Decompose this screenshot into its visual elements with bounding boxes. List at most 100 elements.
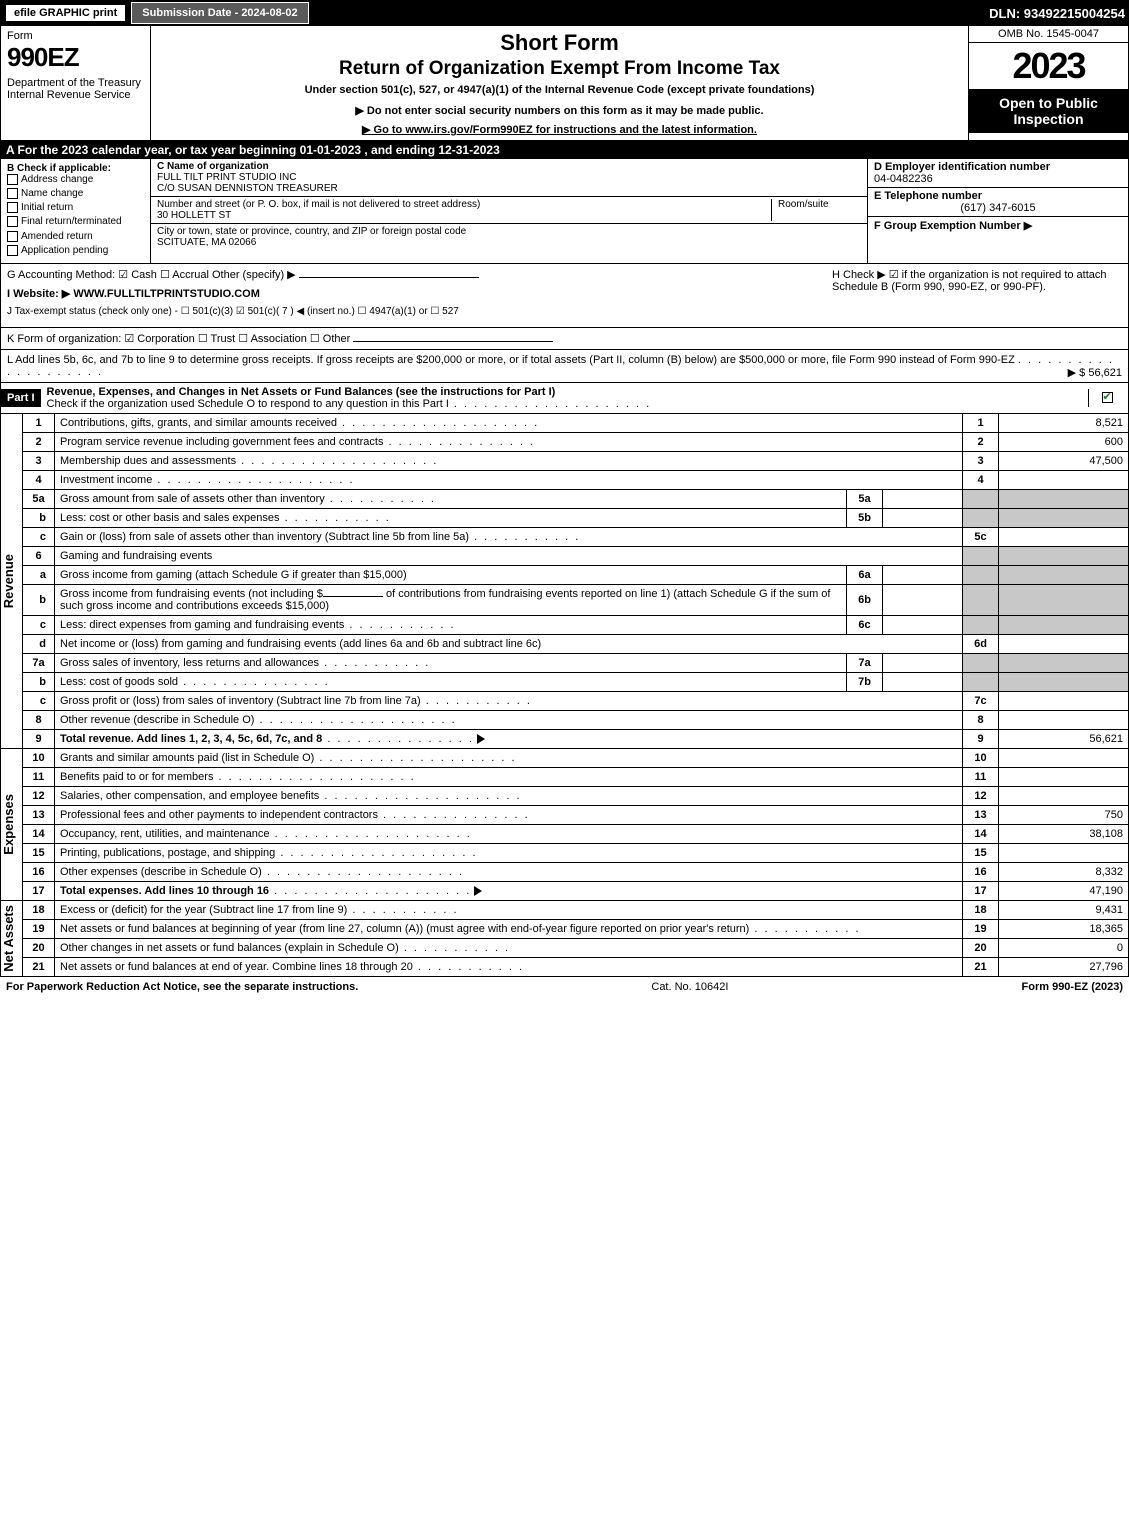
form-header: Form 990EZ Department of the Treasury In… (0, 26, 1129, 141)
ln18-val: 9,431 (999, 900, 1129, 919)
street-lbl: Number and street (or P. O. box, if mail… (157, 199, 480, 210)
chk-name-change[interactable]: Name change (7, 188, 144, 199)
short-form-title: Short Form (159, 30, 960, 56)
org-name: FULL TILT PRINT STUDIO INC (157, 172, 296, 183)
box-def: D Employer identification number 04-0482… (868, 159, 1128, 263)
ln14-desc: Occupancy, rent, utilities, and maintena… (60, 828, 270, 840)
form-word: Form (7, 30, 144, 42)
ln8-desc: Other revenue (describe in Schedule O) (60, 714, 254, 726)
ln3-val: 47,500 (999, 451, 1129, 470)
ln9-desc: Total revenue. Add lines 1, 2, 3, 4, 5c,… (60, 733, 322, 745)
topbar: efile GRAPHIC print Submission Date - 20… (0, 0, 1129, 26)
box-i: I Website: ▶ WWW.FULLTILTPRINTSTUDIO.COM (7, 287, 822, 300)
ln1-rnum: 1 (963, 414, 999, 433)
street: 30 HOLLETT ST (157, 210, 231, 221)
revenue-label: Revenue (1, 554, 16, 608)
chk-amended-return[interactable]: Amended return (7, 231, 144, 242)
chk-final-return[interactable]: Final return/terminated (7, 216, 144, 227)
dept: Department of the Treasury Internal Reve… (7, 77, 144, 101)
box-b-title: B Check if applicable: (7, 163, 144, 174)
box-j: J Tax-exempt status (check only one) - ☐… (7, 306, 822, 317)
ln6a-desc: Gross income from gaming (attach Schedul… (60, 569, 407, 581)
ln6c-desc: Less: direct expenses from gaming and fu… (60, 619, 344, 631)
part1-label: Part I (1, 389, 41, 407)
lines-table: Revenue 1 Contributions, gifts, grants, … (0, 414, 1129, 977)
ln6d-desc: Net income or (loss) from gaming and fun… (60, 638, 541, 650)
chk-address-change[interactable]: Address change (7, 174, 144, 185)
chk-initial-return[interactable]: Initial return (7, 202, 144, 213)
netassets-label: Net Assets (1, 905, 16, 972)
ln12-desc: Salaries, other compensation, and employ… (60, 790, 319, 802)
ln5a-desc: Gross amount from sale of assets other t… (60, 493, 325, 505)
ln16-desc: Other expenses (describe in Schedule O) (60, 866, 262, 878)
bcde-block: B Check if applicable: Address change Na… (0, 159, 1129, 264)
box-f-lbl: F Group Exemption Number ▶ (874, 220, 1032, 232)
header-center: Short Form Return of Organization Exempt… (151, 26, 968, 140)
ln7b-desc: Less: cost of goods sold (60, 676, 178, 688)
box-l-amount: ▶ $ 56,621 (1068, 366, 1122, 379)
ln21-val: 27,796 (999, 957, 1129, 976)
ln17-desc: Total expenses. Add lines 10 through 16 (60, 885, 269, 897)
ln6-desc: Gaming and fundraising events (55, 546, 963, 565)
ln7a-desc: Gross sales of inventory, less returns a… (60, 657, 319, 669)
ln16-val: 8,332 (999, 862, 1129, 881)
ln2-num: 2 (23, 432, 55, 451)
part1-sub: Check if the organization used Schedule … (47, 398, 449, 410)
box-c-name-lbl: C Name of organization (157, 161, 269, 172)
city-lbl: City or town, state or province, country… (157, 226, 466, 237)
arrow-icon (474, 886, 482, 896)
header-left: Form 990EZ Department of the Treasury In… (1, 26, 151, 140)
ln5c-val (999, 527, 1129, 546)
arrow-icon (477, 734, 485, 744)
city: SCITUATE, MA 02066 (157, 237, 256, 248)
omb-number: OMB No. 1545-0047 (969, 26, 1128, 43)
dln: DLN: 93492215004254 (989, 6, 1125, 21)
ln3-desc: Membership dues and assessments (60, 455, 236, 467)
ln1-desc: Contributions, gifts, grants, and simila… (60, 417, 337, 429)
room-lbl: Room/suite (778, 199, 829, 210)
chk-application-pending[interactable]: Application pending (7, 245, 144, 256)
box-c: C Name of organization FULL TILT PRINT S… (151, 159, 868, 263)
return-title: Return of Organization Exempt From Incom… (159, 58, 960, 80)
ln11-desc: Benefits paid to or for members (60, 771, 213, 783)
ln2-desc: Program service revenue including govern… (60, 436, 383, 448)
ln19-val: 18,365 (999, 919, 1129, 938)
footer-cat: Cat. No. 10642I (358, 981, 1021, 993)
no-ssn-note: ▶ Do not enter social security numbers o… (159, 104, 960, 117)
ln5c-desc: Gain or (loss) from sale of assets other… (60, 531, 469, 543)
ln4-val (999, 470, 1129, 489)
ln9-val: 56,621 (999, 729, 1129, 748)
box-b: B Check if applicable: Address change Na… (1, 159, 151, 263)
ln2-val: 600 (999, 432, 1129, 451)
part1-check[interactable] (1088, 389, 1128, 407)
ln5b-desc: Less: cost or other basis and sales expe… (60, 512, 280, 524)
footer-right: Form 990-EZ (2023) (1022, 981, 1123, 993)
ln19-desc: Net assets or fund balances at beginning… (60, 923, 749, 935)
ln1-num: 1 (23, 414, 55, 433)
box-e-lbl: E Telephone number (874, 190, 982, 202)
ln5a-box: 5a (847, 489, 883, 508)
ln20-val: 0 (999, 938, 1129, 957)
line-a: A For the 2023 calendar year, or tax yea… (0, 141, 1129, 159)
ln13-desc: Professional fees and other payments to … (60, 809, 378, 821)
expenses-label: Expenses (1, 794, 16, 855)
footer: For Paperwork Reduction Act Notice, see … (0, 977, 1129, 997)
box-h: H Check ▶ ☑ if the organization is not r… (822, 268, 1122, 323)
ghij-block: G Accounting Method: ☑ Cash ☐ Accrual Ot… (0, 264, 1129, 328)
telephone: (617) 347-6015 (874, 202, 1122, 214)
header-right: OMB No. 1545-0047 2023 Open to Public In… (968, 26, 1128, 140)
ln7c-desc: Gross profit or (loss) from sales of inv… (60, 695, 421, 707)
goto-link[interactable]: ▶ Go to www.irs.gov/Form990EZ for instru… (159, 123, 960, 136)
form-number: 990EZ (7, 42, 144, 73)
ein: 04-0482236 (874, 173, 933, 185)
part1-header: Part I Revenue, Expenses, and Changes in… (0, 383, 1129, 414)
ln13-val: 750 (999, 805, 1129, 824)
box-g: G Accounting Method: ☑ Cash ☐ Accrual Ot… (7, 268, 822, 281)
ln5b-boxval (883, 508, 963, 527)
box-k: K Form of organization: ☑ Corporation ☐ … (0, 328, 1129, 350)
tax-year: 2023 (969, 43, 1128, 89)
efile-print-button[interactable]: efile GRAPHIC print (4, 3, 127, 23)
ln1-val: 8,521 (999, 414, 1129, 433)
box-l: L Add lines 5b, 6c, and 7b to line 9 to … (0, 350, 1129, 383)
under-section: Under section 501(c), 527, or 4947(a)(1)… (159, 84, 960, 96)
